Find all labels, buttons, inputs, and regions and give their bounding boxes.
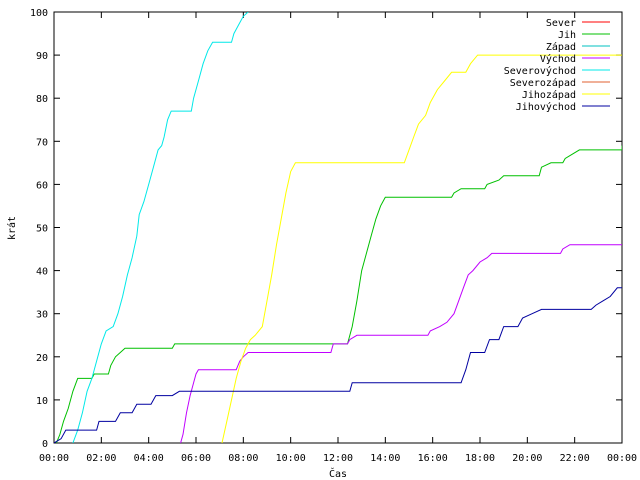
x-tick-label: 00:00 [607, 453, 637, 464]
legend-label: Jih [558, 30, 576, 41]
y-tick-label: 60 [36, 180, 48, 191]
x-axis-label: Čas [329, 467, 347, 480]
y-tick-label: 80 [36, 94, 48, 105]
series-line [221, 54, 622, 443]
legend-label: Východ [540, 53, 576, 65]
y-tick-label: 30 [36, 310, 48, 321]
y-tick-label: 40 [36, 267, 48, 278]
legend-label: Západ [546, 41, 576, 53]
y-tick-label: 10 [36, 396, 48, 407]
y-tick-label: 50 [36, 224, 48, 235]
legend-label: Jihovýchod [516, 101, 576, 113]
legend-label: Jihozápad [522, 89, 576, 101]
series-lines [54, 12, 622, 443]
axis-ticks: 0 10 20 30 40 50 60 70 80 90 100 00:00 02:00 04:00 06:… [30, 8, 637, 464]
y-axis-label: krát [6, 216, 18, 240]
x-tick-label: 20:00 [512, 453, 542, 464]
x-tick-label: 16:00 [418, 453, 448, 464]
series-line [72, 12, 249, 443]
y-tick-label: 20 [36, 353, 48, 364]
legend-label: Severozápad [510, 77, 576, 89]
x-tick-label: 02:00 [86, 453, 116, 464]
x-tick-label: 18:00 [465, 453, 495, 464]
x-tick-label: 22:00 [560, 453, 590, 464]
series-line [54, 287, 622, 443]
y-tick-label: 100 [30, 8, 48, 19]
y-tick-label: 70 [36, 137, 48, 148]
legend-label: Severovýchod [504, 65, 576, 77]
y-tick-label: 0 [42, 439, 48, 450]
x-tick-label: 14:00 [370, 453, 400, 464]
x-tick-label: 04:00 [134, 453, 164, 464]
x-tick-label: 08:00 [228, 453, 258, 464]
legend-label: Sever [546, 18, 576, 29]
legend: SeverJihZápadVýchodSeverovýchodSeverozáp… [504, 18, 610, 113]
x-tick-label: 10:00 [276, 453, 306, 464]
x-tick-label: 12:00 [323, 453, 353, 464]
series-line [180, 244, 622, 443]
x-tick-label: 00:00 [39, 453, 69, 464]
x-tick-label: 06:00 [181, 453, 211, 464]
series-line [55, 145, 622, 443]
y-tick-label: 90 [36, 51, 48, 62]
